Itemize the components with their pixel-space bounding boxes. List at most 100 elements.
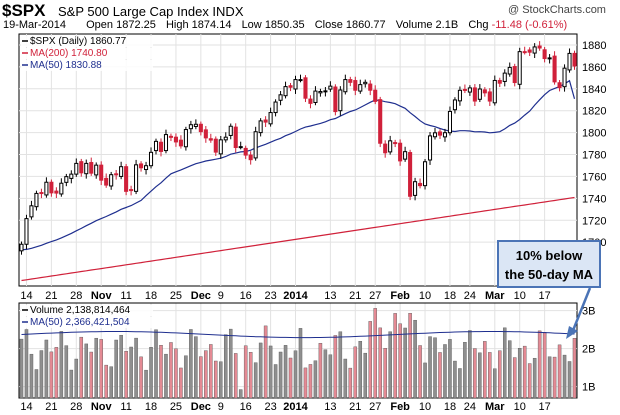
- candle-body: [168, 135, 173, 138]
- volume-bar: [418, 345, 422, 399]
- x-tick-label-lower: 28: [70, 401, 82, 413]
- volume-bar: [79, 336, 84, 399]
- low-label: Low: [241, 19, 262, 31]
- candle-body: [238, 146, 243, 149]
- x-tick-label: 25: [170, 290, 182, 302]
- x-tick-label: 27: [369, 290, 381, 302]
- candle-body: [408, 152, 413, 197]
- candle-body: [119, 166, 124, 177]
- candle-body: [54, 190, 59, 194]
- price-tick-label: 1880: [582, 40, 606, 52]
- x-tick-label-lower: 11: [120, 401, 131, 413]
- candle-body: [398, 142, 403, 162]
- volume-bar: [204, 350, 208, 399]
- x-tick-label: Mar: [485, 290, 505, 302]
- candle-body: [378, 99, 383, 144]
- open-value: 1872.25: [116, 19, 156, 31]
- x-tick-label: 18: [444, 290, 456, 302]
- volume-bar: [348, 367, 353, 399]
- volume-bar: [398, 323, 402, 399]
- volume-bar: [453, 360, 457, 399]
- volume-bar: [238, 389, 243, 399]
- candle-body: [308, 98, 313, 104]
- close-value: 1860.77: [345, 19, 386, 31]
- x-tick-label-lower: 10: [419, 401, 431, 413]
- volume-tick-label: 3B: [582, 306, 595, 318]
- volume-panel-frame: [18, 302, 578, 399]
- candle-body: [233, 126, 238, 149]
- x-tick-label-lower: 24: [464, 401, 476, 413]
- volume-bar: [378, 327, 382, 399]
- candle-body: [139, 163, 144, 169]
- volume-bar: [288, 357, 293, 399]
- volume-bar: [194, 336, 198, 399]
- high-value: 1874.14: [191, 19, 232, 31]
- x-tick-label: 21: [349, 290, 361, 302]
- candle-body: [243, 147, 248, 156]
- volume-bar: [184, 355, 188, 399]
- candle-body: [268, 112, 273, 125]
- x-tick-label: 24: [464, 290, 476, 302]
- volume-bar: [428, 336, 432, 399]
- candle-body: [368, 83, 373, 91]
- volume-bar: [522, 345, 527, 399]
- volume-tick-label: 1B: [582, 382, 595, 394]
- candle-body: [437, 131, 443, 136]
- candle-body: [253, 131, 258, 159]
- volume-bar: [537, 330, 542, 399]
- candle-body: [109, 174, 114, 187]
- x-tick-label-lower: 25: [170, 401, 182, 413]
- volume-bar: [438, 352, 442, 399]
- volume-bar: [488, 352, 492, 399]
- candle-body: [432, 132, 438, 138]
- candle-body: [343, 79, 348, 93]
- volume-bar: [552, 356, 557, 399]
- legend-volume-ma50: MA(50) 2,366,421,504: [30, 317, 130, 328]
- candle-body: [328, 85, 333, 90]
- volume-bar: [114, 339, 118, 399]
- candle-body: [114, 173, 119, 176]
- volume-bar: [164, 353, 168, 399]
- volume-bar: [119, 335, 123, 399]
- candle-body: [457, 89, 462, 102]
- symbol-title: $SPX: [2, 1, 46, 20]
- quote-line: 19-Mar-2014 Open 1872.25 High 1874.14 Lo…: [3, 19, 567, 31]
- x-tick-label-lower: 2014: [283, 401, 308, 413]
- candle-body: [99, 164, 104, 181]
- candle-body: [79, 161, 84, 174]
- volume-bar: [547, 356, 552, 399]
- price-tick-label: 1780: [582, 150, 606, 162]
- candle-body: [497, 79, 502, 84]
- candle-body: [89, 162, 94, 174]
- annotation-line-1: 10% below: [515, 248, 583, 263]
- x-tick-label-lower: Nov: [91, 401, 113, 413]
- candle-body: [44, 181, 49, 196]
- volume-bar: [228, 328, 233, 399]
- volume-bar: [532, 357, 537, 399]
- volume-bar: [507, 340, 512, 399]
- candle-body: [218, 139, 223, 155]
- volume-bar: [179, 367, 183, 399]
- legend-ma200: MA(200) 1740.80: [30, 48, 108, 59]
- volume-bar: [313, 360, 318, 399]
- candle-body: [273, 101, 278, 114]
- high-label: High: [165, 19, 189, 31]
- candle-body: [477, 88, 482, 100]
- volume-bar: [149, 347, 153, 399]
- x-tick-label-lower: 10: [514, 401, 526, 413]
- volume-bar: [189, 329, 193, 399]
- volume-bar: [243, 345, 248, 399]
- price-tick-label: 1720: [582, 215, 606, 227]
- volume-bar: [323, 349, 328, 399]
- volume-bar: [393, 313, 397, 399]
- candle-body: [29, 205, 34, 218]
- volume-bar: [338, 331, 343, 399]
- candle-body: [153, 140, 159, 152]
- x-tick-label: Dec: [191, 290, 211, 302]
- price-tick-label: 1760: [582, 171, 606, 183]
- candle-body: [572, 52, 577, 67]
- candle-body: [472, 87, 477, 102]
- x-tick-label: 23: [264, 290, 276, 302]
- candle-body: [487, 91, 492, 102]
